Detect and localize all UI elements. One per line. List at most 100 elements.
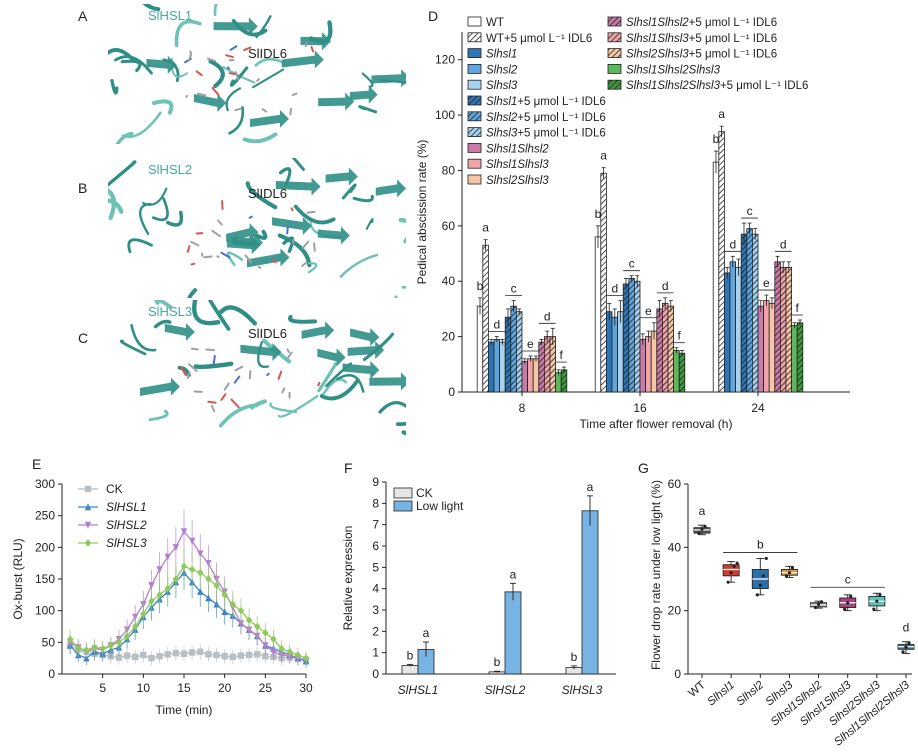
legend-swatch: [467, 32, 482, 43]
protein-ribbon: [108, 48, 136, 63]
x-tick-label: WT: [687, 679, 708, 700]
protein-ribbon: [287, 315, 317, 324]
data-point: [156, 653, 163, 660]
ligand-stick: [243, 46, 252, 52]
legend-label: Slhsl3+5 μmol L⁻¹ IDL6: [486, 128, 606, 140]
protein-ribbon: [130, 324, 157, 352]
data-point: [99, 644, 106, 653]
data-point: [197, 648, 204, 656]
data-point: [84, 521, 92, 529]
y-tick-label: 60: [442, 219, 456, 233]
bar: [482, 244, 489, 393]
y-tick-label: 250: [35, 509, 55, 523]
data-point: [270, 635, 277, 643]
protein-ribbon: [142, 187, 168, 206]
legend-label: CK: [416, 486, 433, 500]
legend-label: Slhsl1: [486, 49, 517, 61]
protein-ribbon: [213, 4, 218, 17]
beta-strand-arrow: [281, 50, 324, 69]
significance-letter: c: [629, 257, 635, 271]
ligand-stick: [306, 210, 316, 214]
bar: [581, 510, 599, 675]
data-point: [703, 525, 707, 529]
protein-ribbon: [358, 105, 378, 114]
legend-label: Slhsl2Slhsl3: [486, 175, 549, 187]
protein-ribbon: [277, 395, 319, 418]
panel-letter-d: D: [428, 8, 439, 24]
significance-letter: e: [645, 304, 652, 318]
data-point: [237, 652, 245, 659]
ligand-stick: [227, 66, 230, 70]
significance-letter: b: [757, 537, 764, 551]
ligand-stick: [281, 387, 286, 394]
y-tick-label: 1: [372, 646, 379, 660]
chart-d-abscission-rate: 0 20 40 60 80 100 120 Pedical abscission rate (…: [415, 16, 850, 431]
x-tick-label: 15: [177, 681, 191, 695]
data-point: [764, 556, 768, 561]
data-point: [140, 610, 147, 618]
bar: [476, 305, 484, 393]
significance-letter: c: [511, 282, 517, 296]
series-line: [69, 530, 307, 661]
bar: [617, 311, 624, 393]
protein-ribbon: [242, 132, 278, 144]
structure-panel-c: SlHSL3 SlIDL6: [108, 300, 406, 440]
data-point: [237, 606, 245, 615]
significance-letter: a: [482, 221, 489, 235]
protein-ribbon: [365, 218, 374, 230]
protein-ribbon: [108, 198, 124, 214]
data-point: [262, 653, 269, 660]
y-axis-label: Flower drop rate under low light (%): [649, 480, 663, 670]
protein-ribbon: [127, 238, 153, 254]
data-point: [229, 600, 236, 609]
ligand-stick: [223, 382, 230, 391]
bar: [555, 372, 562, 393]
protein-ribbon: [269, 402, 298, 414]
protein-ribbon: [262, 338, 292, 364]
protein-ribbon: [252, 68, 285, 89]
bar: [633, 280, 641, 393]
beta-strand-arrow: [146, 55, 177, 74]
protein-ribbon: [319, 378, 360, 401]
significance-letter: b: [477, 279, 484, 293]
ligand-stick: [234, 71, 240, 81]
data-point: [221, 591, 228, 599]
beta-strand-arrow: [275, 177, 321, 196]
ligand-stick: [230, 398, 240, 409]
legend-label: Low light: [416, 499, 464, 513]
legend-swatch: [467, 79, 482, 90]
ligand-stick: [266, 372, 270, 377]
protein-ribbon: [192, 300, 221, 326]
data-point: [197, 587, 204, 595]
y-tick-label: 3: [372, 603, 379, 617]
y-tick-label: 0: [372, 667, 379, 681]
x-tick-label: 30: [299, 681, 313, 695]
bar: [605, 311, 613, 393]
data-point: [205, 594, 212, 602]
protein-ribbon: [401, 286, 406, 289]
data-point: [180, 528, 188, 536]
data-point: [140, 651, 147, 659]
y-tick-label: 80: [442, 163, 456, 177]
data-point: [164, 584, 171, 593]
panel-letter-f: F: [344, 460, 353, 476]
data-point: [172, 544, 180, 552]
protein-ribbon: [115, 131, 134, 144]
protein-ribbon: [218, 305, 258, 326]
beta-strand-arrow: [164, 323, 195, 342]
significance-letter: f: [678, 329, 682, 343]
y-tick-label: 0: [48, 667, 55, 681]
bar: [746, 228, 753, 393]
data-point: [229, 653, 236, 661]
ligand-stick: [203, 255, 213, 259]
ligand-stick: [186, 371, 191, 380]
protein-ribbon: [362, 332, 395, 362]
bar: [639, 338, 646, 393]
beta-strand-arrow: [140, 377, 180, 396]
ligand-stick: [210, 404, 216, 413]
ligand-stick: [190, 262, 196, 266]
box: [722, 564, 740, 577]
protein-ribbon: [395, 421, 406, 427]
ligand-stick: [244, 254, 253, 264]
ligand-stick: [277, 370, 283, 380]
